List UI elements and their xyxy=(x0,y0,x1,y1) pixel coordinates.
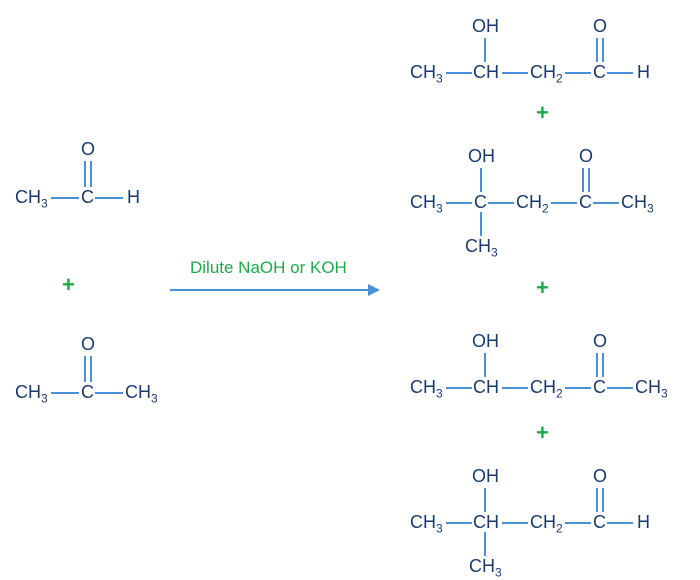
plus-icon: + xyxy=(536,420,549,446)
atom: O xyxy=(593,16,607,37)
bond xyxy=(446,387,472,389)
atom: C xyxy=(81,187,94,208)
atom: CH3 xyxy=(15,382,48,406)
atom: CH3 xyxy=(635,377,668,401)
atom: O xyxy=(579,146,593,167)
arrow-head-icon xyxy=(368,284,380,296)
bond xyxy=(551,202,577,204)
atom: C xyxy=(593,62,606,83)
double-bond xyxy=(90,356,92,382)
atom: OH xyxy=(472,466,499,487)
atom: CH3 xyxy=(410,512,443,536)
atom: O xyxy=(81,334,95,355)
atom: H xyxy=(637,512,650,533)
atom: H xyxy=(637,62,650,83)
bond xyxy=(488,202,514,204)
bond xyxy=(51,392,79,394)
bond xyxy=(502,522,528,524)
sub: 3 xyxy=(151,392,158,406)
bond xyxy=(565,522,591,524)
atom: OH xyxy=(472,331,499,352)
double-bond xyxy=(602,488,604,512)
atom: CH3 xyxy=(410,377,443,401)
plus-icon: + xyxy=(62,272,75,298)
bond xyxy=(480,168,482,192)
sub: 3 xyxy=(41,392,48,406)
double-bond xyxy=(90,161,92,187)
bond xyxy=(565,72,591,74)
bond xyxy=(95,392,123,394)
plus-icon: + xyxy=(536,275,549,301)
bond xyxy=(484,532,486,556)
bond xyxy=(51,197,79,199)
atom: CH2 xyxy=(530,62,563,86)
double-bond xyxy=(582,168,584,192)
double-bond xyxy=(596,38,598,62)
double-bond xyxy=(602,38,604,62)
atom: OH xyxy=(472,16,499,37)
atom: CH2 xyxy=(530,512,563,536)
double-bond xyxy=(596,488,598,512)
atom: CH2 xyxy=(530,377,563,401)
bond xyxy=(607,387,633,389)
reaction-arrow xyxy=(170,289,370,291)
atom: O xyxy=(81,139,95,160)
atom: CH xyxy=(473,62,499,83)
atom: OH xyxy=(468,146,495,167)
atom: CH xyxy=(473,377,499,398)
reagent-label: Dilute NaOH or KOH xyxy=(190,258,347,278)
double-bond xyxy=(596,353,598,377)
atom: CH3 xyxy=(15,187,48,211)
bond xyxy=(446,72,472,74)
atom: C xyxy=(81,382,94,403)
atom: CH3 xyxy=(621,192,654,216)
bond xyxy=(502,72,528,74)
atom: CH3 xyxy=(125,382,158,406)
atom: C xyxy=(593,512,606,533)
bond xyxy=(607,72,633,74)
atom: CH2 xyxy=(516,192,549,216)
double-bond xyxy=(84,161,86,187)
atom: CH xyxy=(473,512,499,533)
double-bond xyxy=(588,168,590,192)
bond xyxy=(480,212,482,236)
bond xyxy=(593,202,619,204)
bond xyxy=(607,522,633,524)
atom: CH3 xyxy=(410,62,443,86)
double-bond xyxy=(84,356,86,382)
double-bond xyxy=(602,353,604,377)
plus-icon: + xyxy=(536,100,549,126)
bond xyxy=(484,353,486,377)
bond xyxy=(484,38,486,62)
bond xyxy=(446,202,472,204)
atom: CH3 xyxy=(465,236,498,260)
bond xyxy=(95,197,123,199)
sub: 3 xyxy=(41,197,48,211)
bond xyxy=(446,522,472,524)
atom: C xyxy=(474,192,487,213)
bond xyxy=(502,387,528,389)
atom: H xyxy=(127,187,140,208)
atom: C xyxy=(579,192,592,213)
atom: O xyxy=(593,466,607,487)
bond xyxy=(565,387,591,389)
bond xyxy=(484,488,486,512)
atom: O xyxy=(593,331,607,352)
atom: C xyxy=(593,377,606,398)
atom: CH3 xyxy=(410,192,443,216)
